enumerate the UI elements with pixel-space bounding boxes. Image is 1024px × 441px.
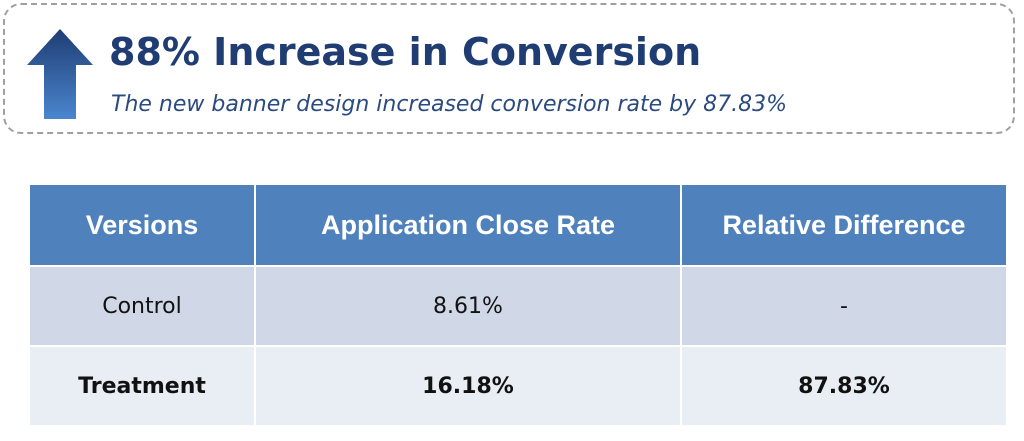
cell-close-rate: 8.61% — [254, 265, 682, 346]
cell-version: Control — [28, 265, 256, 346]
table-header-row: Versions Application Close Rate Relative… — [28, 185, 1008, 266]
table-row: Treatment 16.18% 87.83% — [28, 345, 1008, 425]
cell-version: Treatment — [28, 345, 256, 425]
column-header-relative-difference: Relative Difference — [680, 185, 1008, 266]
cell-close-rate: 16.18% — [254, 345, 682, 425]
column-header-close-rate: Application Close Rate — [254, 185, 682, 266]
cell-relative-difference: 87.83% — [680, 345, 1008, 425]
page-subtitle: The new banner design increased conversi… — [111, 92, 788, 117]
cell-relative-difference: - — [680, 265, 1008, 346]
results-table: Versions Application Close Rate Relative… — [28, 185, 1008, 425]
table-row: Control 8.61% - — [28, 265, 1008, 346]
page-title: 88% Increase in Conversion — [109, 30, 702, 74]
arrow-up-icon — [27, 29, 93, 119]
column-header-versions: Versions — [28, 185, 256, 266]
headline-banner: 88% Increase in Conversion The new banne… — [3, 3, 1015, 134]
